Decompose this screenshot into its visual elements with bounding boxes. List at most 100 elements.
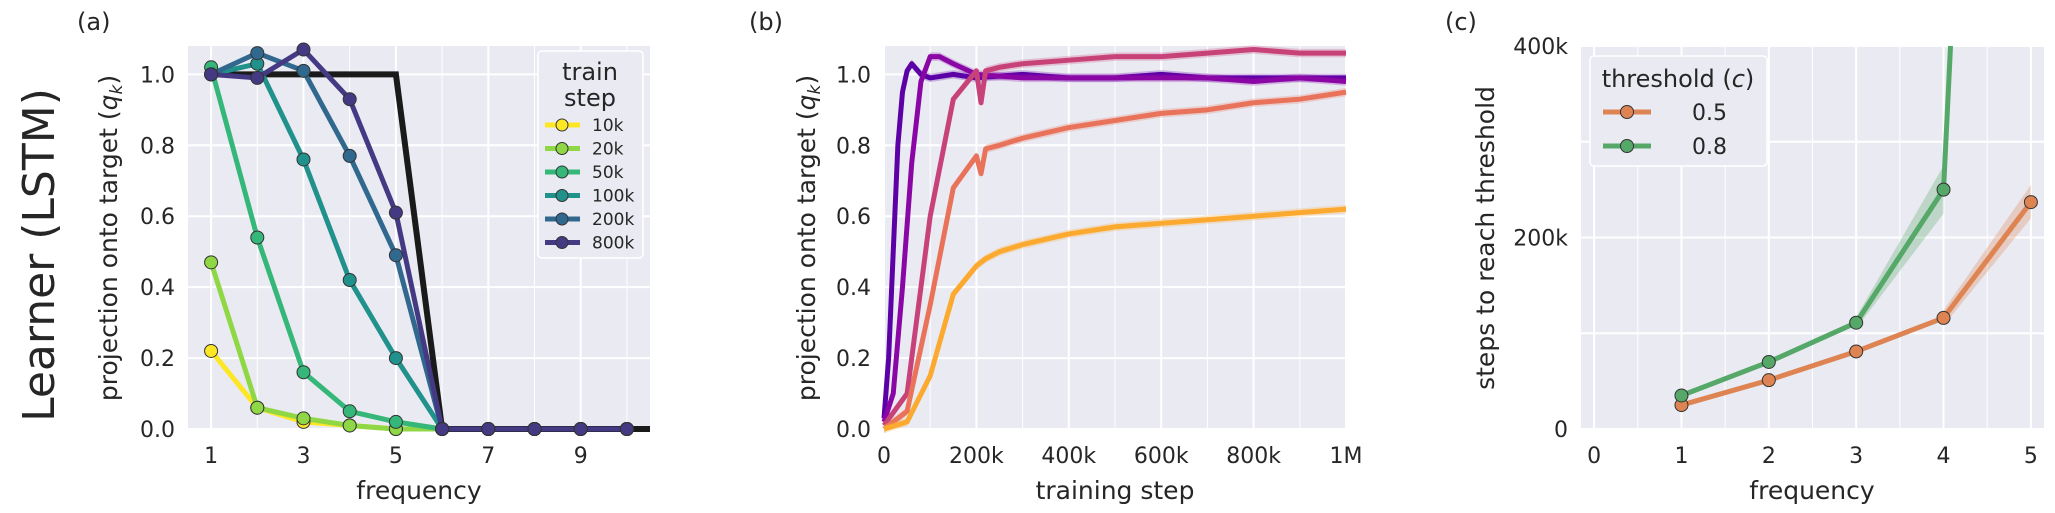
data-point-0.8: [1761, 354, 1776, 369]
row-label: Learner (LSTM): [14, 88, 65, 422]
y-tick-label-a: 1.0: [140, 63, 175, 88]
data-point-800k: [388, 205, 403, 220]
series-line-800k: [210, 47, 627, 432]
data-point-0.5: [1936, 310, 1951, 325]
data-point-20k: [296, 411, 311, 426]
x-axis-label-a: frequency: [356, 476, 482, 505]
y-tick-label-b: 1.0: [836, 63, 871, 88]
data-point-50k: [342, 404, 357, 419]
data-point-100k: [296, 152, 311, 167]
x-tick-label-c: 4: [1937, 444, 1951, 469]
data-point-20k: [204, 255, 219, 270]
data-point-800k: [250, 70, 265, 85]
y-axis-label-b: projection onto target (qk): [792, 75, 825, 401]
data-point-20k: [250, 400, 265, 415]
data-point-800k: [573, 422, 588, 436]
data-point-0.8: [1936, 182, 1951, 197]
x-tick-label-b: 800k: [1226, 444, 1281, 469]
data-point-0.5: [1761, 373, 1776, 388]
x-tick-label-b: 0: [877, 444, 891, 469]
x-tick-label-c: 1: [1674, 444, 1688, 469]
y-axis-label-a: projection onto target (qk): [94, 75, 127, 401]
data-point-0.8: [1674, 388, 1689, 403]
legend-marker-50k: [555, 165, 569, 179]
legend-label-800k: 800k: [592, 234, 634, 254]
data-point-200k: [250, 46, 265, 61]
series-line-4: [883, 206, 1347, 432]
data-point-100k: [342, 273, 357, 288]
legend-title-a-line2: step: [564, 84, 616, 112]
data-point-800k: [619, 422, 634, 436]
y-axis-label-c: steps to reach threshold: [1471, 86, 1500, 390]
data-point-10k: [204, 343, 219, 358]
x-tick-label-a: 1: [204, 444, 218, 469]
series-line-2: [881, 47, 1346, 427]
data-point-200k: [388, 248, 403, 263]
x-tick-label-b: 400k: [1041, 444, 1096, 469]
data-point-50k: [250, 230, 265, 245]
x-tick-label-b: 1M: [1330, 444, 1363, 469]
data-point-200k: [342, 148, 357, 163]
legend-marker-20k: [555, 142, 569, 155]
legend-label-100k: 100k: [592, 187, 634, 207]
panel-label-c: (c): [1445, 8, 1477, 36]
series-line-3: [882, 89, 1347, 431]
data-point-0.8: [1849, 315, 1864, 330]
x-tick-label-a: 3: [297, 444, 311, 469]
legend-marker-10k: [555, 118, 569, 132]
legend-label-50k: 50k: [592, 163, 624, 183]
data-point-800k: [342, 92, 357, 107]
data-point-0.5: [2023, 195, 2038, 210]
y-tick-label-a: 0.6: [140, 205, 175, 230]
legend-label-20k: 20k: [592, 140, 624, 160]
x-tick-label-c: 5: [2024, 444, 2038, 469]
x-axis-label-b: training step: [1036, 476, 1195, 505]
x-tick-label-c: 2: [1762, 444, 1776, 469]
y-tick-label-a: 0.0: [140, 418, 175, 443]
panel-b: (b) 0 200k 400k 600k 800k 1M 0.0 0.2 0.4 0.6 0.8 1.…: [749, 8, 1362, 505]
legend-box-c: [1589, 55, 1768, 167]
x-tick-label-a: 9: [574, 444, 588, 469]
y-tick-label-b: 0.6: [836, 205, 871, 230]
x-tick-label-a: 7: [481, 444, 495, 469]
data-point-50k: [388, 414, 403, 429]
data-point-20k: [342, 418, 357, 433]
legend-box-a: [537, 50, 644, 259]
data-point-0.5: [1849, 344, 1864, 359]
legend-title-c: threshold (c): [1602, 65, 1755, 93]
data-point-100k: [388, 351, 403, 366]
data-point-800k: [527, 422, 542, 436]
x-tick-label-c: 3: [1849, 444, 1863, 469]
panel-label-a: (a): [77, 8, 110, 36]
y-tick-label-b: 0.2: [836, 347, 871, 372]
legend-label-0.5: 0.5: [1692, 101, 1727, 126]
data-point-800k: [296, 42, 311, 57]
x-tick-label-b: 600k: [1134, 444, 1189, 469]
y-tick-label-c: 200k: [1513, 227, 1568, 252]
legend-marker-0.5: [1620, 105, 1634, 119]
legend-label-0.8: 0.8: [1692, 135, 1727, 160]
legend-marker-0.8: [1620, 139, 1634, 153]
legend-marker-200k: [555, 212, 569, 226]
x-tick-label-c: 0: [1587, 444, 1601, 469]
y-tick-label-b: 0.0: [836, 418, 871, 443]
legend-marker-100k: [555, 189, 569, 202]
y-tick-label-c: 400k: [1513, 35, 1568, 60]
y-tick-label-a: 0.8: [140, 134, 175, 159]
legend-marker-800k: [555, 236, 569, 249]
y-tick-label-c: 0: [1554, 418, 1568, 443]
x-axis-label-c: frequency: [1749, 476, 1875, 505]
legend-label-200k: 200k: [592, 210, 634, 230]
data-point-200k: [296, 63, 311, 78]
data-point-800k: [481, 422, 496, 436]
panel-label-b: (b): [749, 8, 783, 36]
y-tick-label-a: 0.2: [140, 347, 175, 372]
data-point-50k: [296, 365, 311, 380]
data-point-800k: [204, 67, 219, 82]
legend-title-a-line1: train: [562, 58, 618, 86]
data-point-800k: [435, 422, 450, 436]
x-tick-label-a: 5: [389, 444, 403, 469]
